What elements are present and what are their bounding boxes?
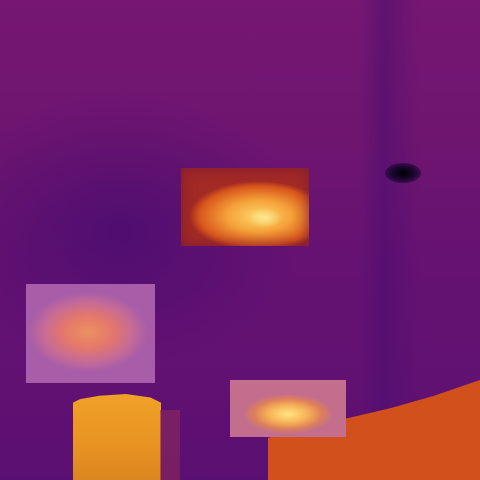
wall-edge-gradient: [360, 0, 420, 480]
warm-object-bottom-left: [73, 394, 161, 480]
panel-highlight-left: [26, 284, 155, 383]
hot-spot-core: [248, 208, 282, 228]
warm-panel-left: [26, 284, 155, 383]
cold-spot: [385, 163, 421, 183]
hot-rectangle-top: [181, 168, 309, 246]
warm-panel-bottom: [230, 380, 346, 437]
panel-highlight-bottom: [230, 380, 346, 437]
object-shadow: [160, 410, 180, 480]
